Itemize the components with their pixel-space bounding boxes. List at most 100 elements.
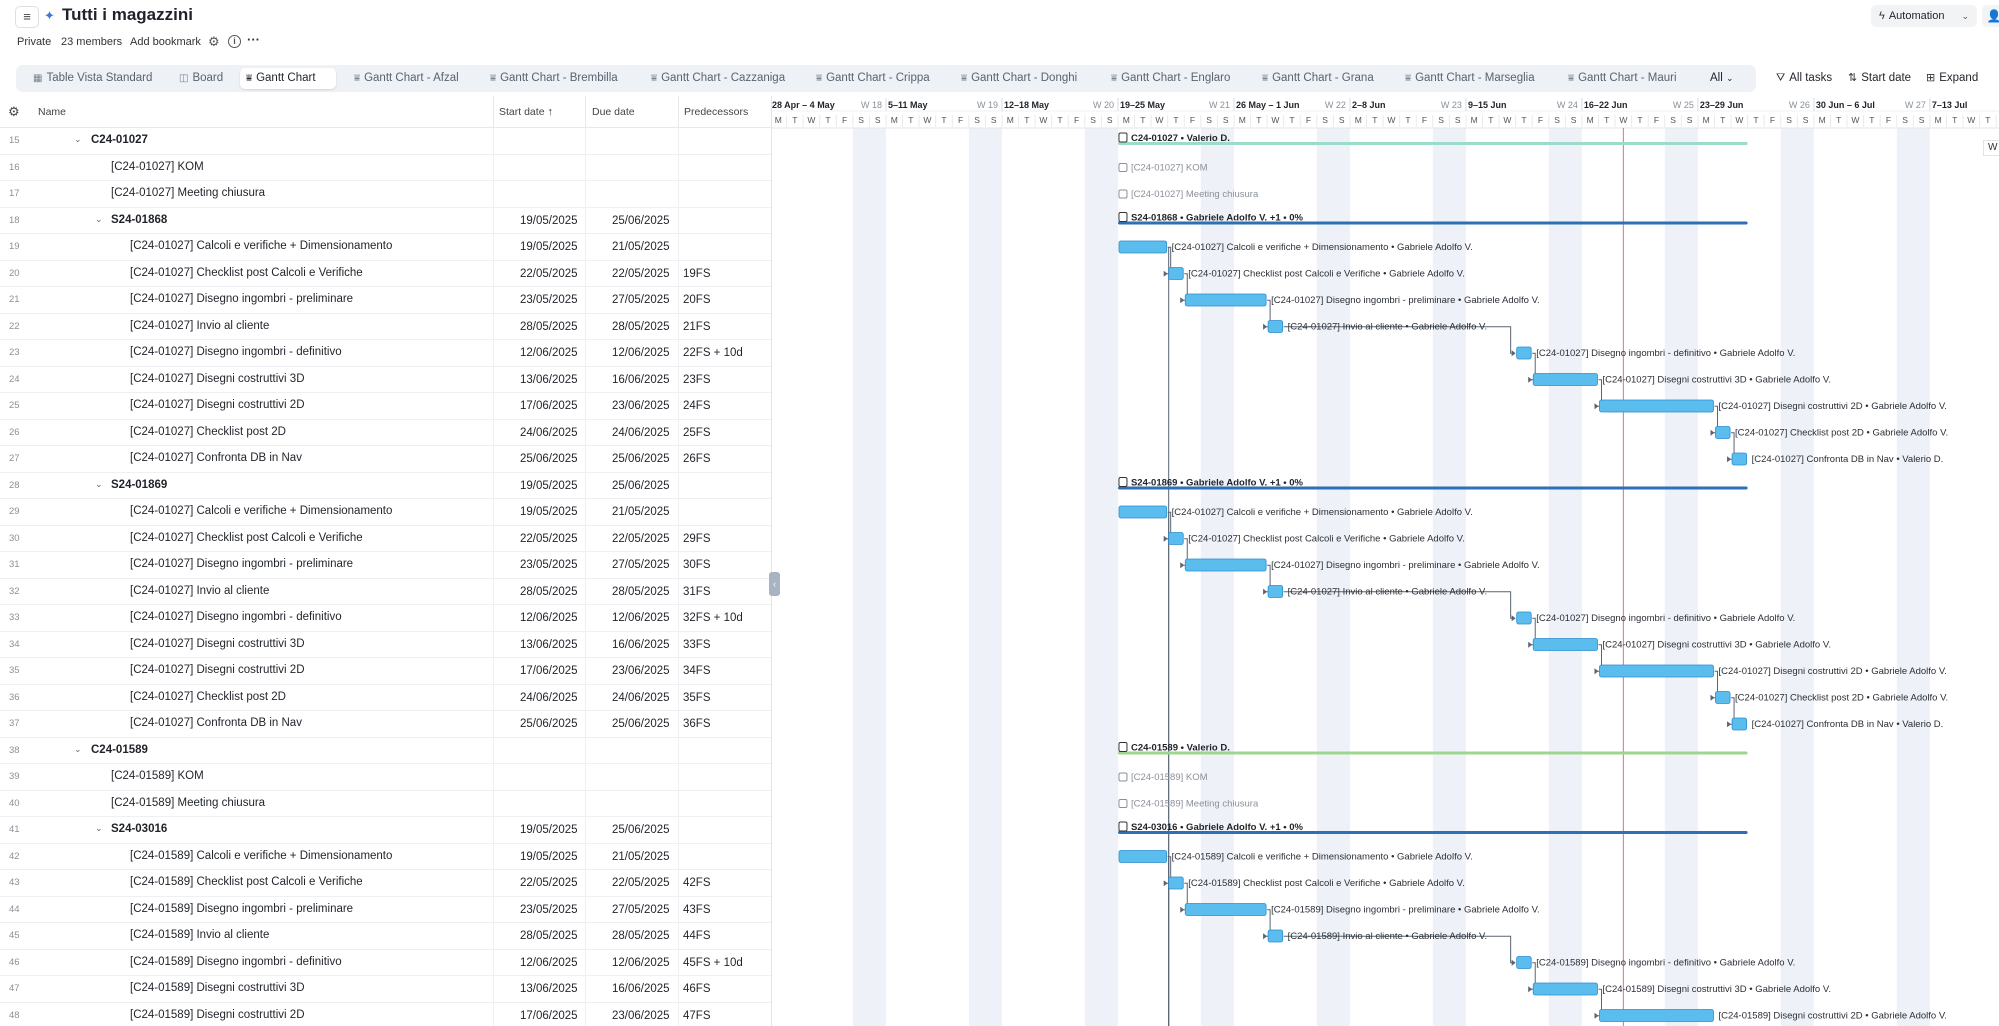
project-bar[interactable] <box>1117 751 1748 755</box>
grid-gantt-splitter[interactable] <box>771 96 772 1026</box>
menu-icon[interactable]: ≡ <box>15 6 39 28</box>
task-name[interactable]: [C24-01027] Confronta DB in Nav <box>130 452 302 464</box>
task-name[interactable]: [C24-01027] Disegni costruttivi 3D <box>130 372 305 385</box>
start-date-cell[interactable]: 19/05/2025 <box>520 214 578 227</box>
summary-bar[interactable] <box>1117 831 1748 834</box>
start-date-cell[interactable]: 19/05/2025 <box>520 506 578 518</box>
task-name[interactable]: [C24-01589] Meeting chiusura <box>111 796 266 809</box>
task-row[interactable]: 32 [C24-01027] Invio al cliente 28/05/2025… <box>0 579 771 605</box>
due-date-cell[interactable]: 27/05/2025 <box>612 294 670 306</box>
task-row[interactable]: 40 [C24-01589] Meeting chiusura <box>0 791 771 817</box>
due-date-cell[interactable]: 12/06/2025 <box>612 612 670 624</box>
tab-gantt-donghi[interactable]: ⩸ Gantt Chart - Donghi <box>955 68 1077 89</box>
task-name[interactable]: [C24-01027] Disegno ingombri - prelimina… <box>130 293 354 305</box>
start-date-cell[interactable]: 13/06/2025 <box>520 373 578 386</box>
privacy-label[interactable]: Private <box>17 36 52 48</box>
tab-gantt-afzal[interactable]: ⩸ Gantt Chart - Afzal <box>348 68 459 89</box>
chevron-down-icon[interactable]: ⌄ <box>95 823 103 833</box>
due-date-cell[interactable]: 16/06/2025 <box>612 983 670 995</box>
task-row[interactable]: 22 [C24-01027] Invio al cliente 28/05/2025… <box>0 314 771 340</box>
task-name[interactable]: [C24-01027] Calcoli e verifiche + Dimens… <box>130 505 393 517</box>
due-date-cell[interactable]: 25/06/2025 <box>612 479 670 492</box>
due-date-cell[interactable]: 24/06/2025 <box>612 426 670 439</box>
task-name[interactable]: S24-01868 <box>111 213 168 226</box>
tab-board[interactable]: ◫ Board <box>173 68 223 89</box>
group-row[interactable]: 18 ⌄ S24-01868 19/05/2025 25/06/2025 <box>0 208 771 234</box>
summary-bar[interactable] <box>1117 221 1748 225</box>
task-row[interactable]: 39 [C24-01589] KOM <box>0 764 771 791</box>
predecessors-cell[interactable]: 21FS <box>683 320 711 333</box>
task-row[interactable]: 20 [C24-01027] Checklist post Calcoli e V… <box>0 261 771 287</box>
task-row[interactable]: 36 [C24-01027] Checklist post 2D 24/06/202… <box>0 685 771 711</box>
summary-bar[interactable] <box>1117 486 1748 490</box>
task-bar[interactable] <box>1168 532 1184 545</box>
task-row[interactable]: 34 [C24-01027] Disegni costruttivi 3D 13/0… <box>0 632 771 658</box>
start-date-cell[interactable]: 23/05/2025 <box>520 294 578 306</box>
tab-gantt-cazzaniga[interactable]: ⩸ Gantt Chart - Cazzaniga <box>645 68 785 89</box>
due-date-cell[interactable]: 23/06/2025 <box>612 1009 670 1022</box>
predecessors-cell[interactable]: 46FS <box>683 983 711 995</box>
task-bar[interactable] <box>1599 664 1714 678</box>
task-bar[interactable] <box>1731 452 1748 466</box>
task-name[interactable]: S24-03016 <box>111 823 168 835</box>
more-icon[interactable]: ··· <box>247 32 260 47</box>
start-date-cell[interactable]: 25/06/2025 <box>520 453 578 465</box>
settings-icon[interactable]: ⚙ <box>208 34 220 49</box>
tab-gantt-chart[interactable]: ⩸ Gantt Chart <box>240 68 336 89</box>
predecessors-cell[interactable]: 34FS <box>683 665 711 677</box>
task-name[interactable]: [C24-01589] Disegno ingombri - definitiv… <box>130 955 342 968</box>
task-bar[interactable] <box>1516 611 1532 625</box>
task-name[interactable]: [C24-01027] Checklist post Calcoli e Ver… <box>130 266 363 279</box>
task-name[interactable]: [C24-01027] Disegni costruttivi 3D <box>130 637 305 650</box>
start-date-cell[interactable]: 28/05/2025 <box>520 320 578 333</box>
tab-gantt-grana[interactable]: ⩸ Gantt Chart - Grana <box>1256 68 1374 89</box>
start-date-cell[interactable]: 17/06/2025 <box>520 400 578 412</box>
task-row[interactable]: 47 [C24-01589] Disegni costruttivi 3D 13/0… <box>0 976 771 1003</box>
task-bar[interactable] <box>1532 373 1598 386</box>
task-name[interactable]: [C24-01027] Disegno ingombri - definitiv… <box>130 611 342 623</box>
start-date-cell[interactable]: 17/06/2025 <box>520 1009 578 1022</box>
start-date-cell[interactable]: 25/06/2025 <box>520 718 578 730</box>
predecessors-cell[interactable]: 31FS <box>683 585 711 598</box>
due-date-cell[interactable]: 22/05/2025 <box>612 877 670 889</box>
members-count[interactable]: 23 members <box>61 36 123 48</box>
start-date-cell[interactable]: 19/05/2025 <box>520 241 578 253</box>
task-bar[interactable] <box>1118 240 1168 254</box>
start-date-cell[interactable]: 19/05/2025 <box>520 850 578 863</box>
task-name[interactable]: C24-01589 <box>91 743 148 756</box>
predecessors-cell[interactable]: 43FS <box>683 903 711 916</box>
predecessors-cell[interactable]: 44FS <box>683 930 711 942</box>
automation-button[interactable]: ϟ Automation ⌄ <box>1871 5 1977 27</box>
task-bar[interactable] <box>1184 293 1267 307</box>
task-row[interactable]: 27 [C24-01027] Confronta DB in Nav 25/06/2… <box>0 446 771 473</box>
task-name[interactable]: [C24-01027] Checklist post 2D <box>130 690 286 703</box>
start-date-cell[interactable]: 12/06/2025 <box>520 612 578 624</box>
start-date-cell[interactable]: 23/05/2025 <box>520 559 578 571</box>
column-name[interactable]: Name <box>38 106 67 118</box>
predecessors-cell[interactable]: 32FS + 10d <box>683 612 743 624</box>
due-date-cell[interactable]: 25/06/2025 <box>612 453 670 465</box>
tab-table-vista-standard[interactable]: ▦ Table Vista Standard <box>27 68 152 89</box>
group-row[interactable]: 38 ⌄ C24-01589 <box>0 738 771 764</box>
predecessors-cell[interactable]: 36FS <box>683 718 711 730</box>
task-row[interactable]: 25 [C24-01027] Disegni costruttivi 2D 17/0… <box>0 393 771 420</box>
start-date-cell[interactable]: 19/05/2025 <box>520 824 578 836</box>
predecessors-cell[interactable]: 19FS <box>683 267 711 280</box>
predecessors-cell[interactable]: 25FS <box>683 426 711 439</box>
task-name[interactable]: [C24-01589] Disegni costruttivi 2D <box>130 1008 305 1021</box>
tab-gantt-marseglia[interactable]: ⩸ Gantt Chart - Marseglia <box>1399 68 1535 89</box>
task-row[interactable]: 45 [C24-01589] Invio al cliente 28/05/2025… <box>0 923 771 950</box>
predecessors-cell[interactable]: 26FS <box>683 453 711 465</box>
task-bar[interactable] <box>1118 505 1168 519</box>
task-row[interactable]: 24 [C24-01027] Disegni costruttivi 3D 13/0… <box>0 367 771 393</box>
task-bar[interactable] <box>1516 956 1532 969</box>
task-name[interactable]: [C24-01589] Calcoli e verifiche + Dimens… <box>130 849 393 862</box>
due-date-cell[interactable]: 25/06/2025 <box>612 718 670 730</box>
task-name[interactable]: [C24-01027] Disegni costruttivi 2D <box>130 664 305 676</box>
due-date-cell[interactable]: 23/06/2025 <box>612 400 670 412</box>
task-bar[interactable] <box>1267 585 1284 598</box>
predecessors-cell[interactable]: 23FS <box>683 373 711 386</box>
task-name[interactable]: S24-01869 <box>111 478 168 491</box>
start-date-cell[interactable]: 19/05/2025 <box>520 479 578 492</box>
add-bookmark-button[interactable]: Add bookmark <box>130 36 201 48</box>
